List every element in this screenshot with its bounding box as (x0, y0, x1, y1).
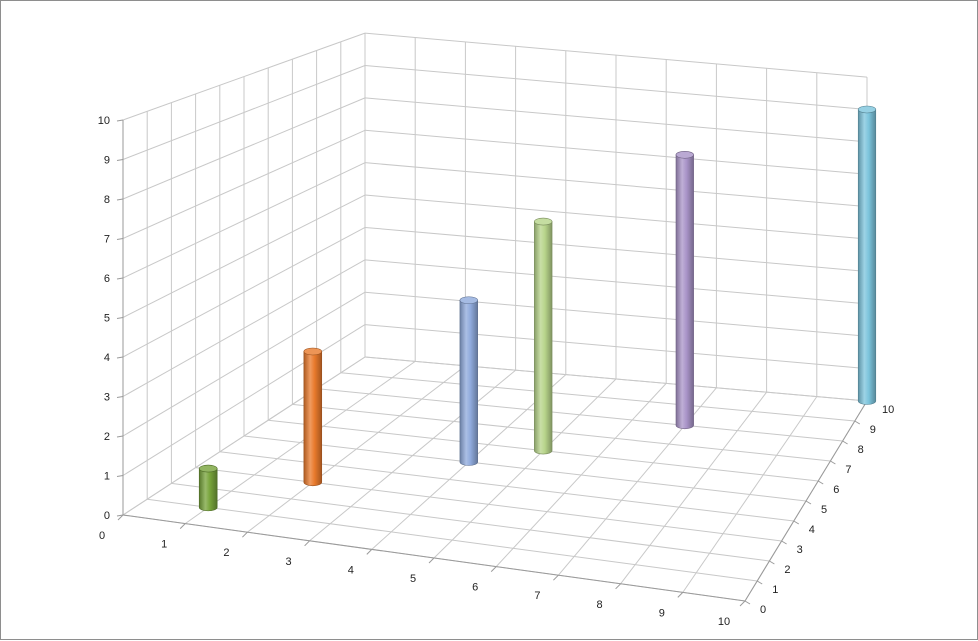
z-tick-mark (116, 198, 124, 201)
x-tick-mark (615, 583, 621, 590)
z-tick-mark (116, 435, 124, 438)
z-tick-mark (116, 356, 124, 359)
y-tick-mark (769, 560, 775, 565)
y-tick-label: 2 (784, 564, 790, 576)
x-tick-label: 10 (718, 616, 730, 628)
z-tick-mark (116, 317, 124, 319)
floor-gridline (171, 482, 770, 562)
x-tick-mark (242, 531, 248, 538)
floor-gridline (243, 435, 807, 502)
z-tick-label: 4 (104, 352, 110, 364)
floor-gridline (340, 372, 855, 422)
x-tick-mark (677, 592, 684, 598)
z-tick-label: 9 (104, 155, 110, 167)
z-tick-mark (116, 514, 124, 517)
z-tick-mark (116, 396, 124, 398)
cylinder-body (303, 351, 323, 487)
x-tick-label: 2 (223, 547, 229, 559)
z-tick-label: 10 (98, 115, 110, 127)
y-tick-mark (830, 460, 836, 465)
y-tick-label: 9 (870, 424, 876, 436)
cylinder-body (198, 468, 218, 512)
z-tick-mark (116, 475, 124, 477)
cylinder-bar (303, 347, 323, 487)
y-tick-mark (781, 540, 787, 545)
z-tick-label: 6 (104, 273, 110, 285)
cylinder-bar (534, 217, 553, 455)
y-tick-mark (842, 440, 848, 445)
x-tick-mark (366, 549, 373, 555)
x-tick-mark (179, 523, 186, 529)
x-tick-mark (304, 540, 310, 547)
y-tick-mark (854, 420, 861, 425)
y-tick-label: 1 (772, 584, 778, 596)
floor-edge (122, 400, 868, 602)
cylinder-body (534, 221, 553, 455)
cylinder-bar (198, 464, 218, 512)
z-tick-label: 8 (104, 194, 110, 206)
x-tick-label: 4 (348, 564, 354, 576)
z-tick-mark (116, 277, 124, 280)
y-tick-mark (793, 520, 800, 525)
cylinder-cap (675, 150, 694, 159)
floor-gridline (147, 498, 758, 582)
floor-gridline (364, 356, 868, 402)
cylinder-cap (303, 347, 323, 356)
y-tick-label: 6 (833, 484, 839, 496)
z-tick-label: 2 (104, 431, 110, 443)
x-tick-mark (739, 600, 746, 607)
z-tick-label: 0 (104, 510, 110, 522)
x-tick-label: 7 (534, 590, 540, 602)
floor-gridline (195, 467, 782, 542)
cylinder-bar (459, 296, 478, 466)
y-tick-mark (756, 580, 763, 585)
cylinder-cap (459, 296, 478, 305)
y-tick-mark (817, 480, 824, 485)
x-tick-mark (117, 514, 124, 521)
z-tick-label: 7 (104, 234, 110, 246)
cylinder-body (857, 109, 877, 405)
x-tick-label: 8 (597, 599, 603, 611)
cylinder-cap (534, 217, 553, 226)
y-tick-mark (805, 500, 812, 505)
x-tick-label: 0 (99, 530, 105, 542)
x-tick-label: 6 (472, 582, 478, 594)
x-tick-label: 9 (659, 607, 665, 619)
cylinder-cap (198, 464, 218, 473)
z-tick-mark (116, 159, 124, 161)
floor-gridline (316, 388, 843, 442)
cylinder-body (459, 299, 478, 466)
x-tick-mark (553, 574, 559, 581)
y-tick-label: 5 (821, 504, 827, 516)
y-tick-label: 8 (858, 444, 864, 456)
y-tick-label: 10 (882, 404, 894, 416)
y-tick-mark (744, 600, 751, 605)
cylinder-bar (857, 105, 877, 405)
y-tick-label: 4 (809, 524, 815, 536)
floor-gridline (292, 403, 831, 462)
y-tick-label: 3 (797, 544, 803, 556)
z-tick-label: 1 (104, 471, 110, 483)
x-tick-label: 5 (410, 573, 416, 585)
z-tick-label: 3 (104, 392, 110, 404)
y-tick-label: 7 (845, 464, 851, 476)
z-tick-label: 5 (104, 313, 110, 325)
cylinder-body (675, 154, 694, 430)
x-tick-mark (490, 566, 497, 572)
z-tick-mark (116, 238, 124, 240)
x-tick-label: 3 (286, 556, 292, 568)
y-tick-label: 0 (760, 604, 766, 616)
z-tick-mark (116, 119, 124, 122)
cylinder-bar (675, 150, 694, 430)
cylinder-cap (857, 105, 877, 114)
x-tick-label: 1 (161, 539, 167, 551)
x-tick-mark (428, 557, 435, 564)
